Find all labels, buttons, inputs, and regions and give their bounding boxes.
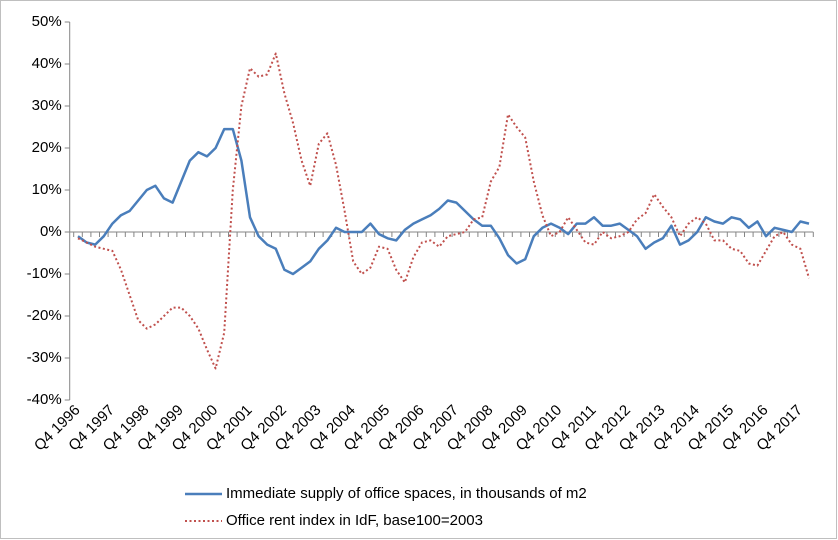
y-tick-label: 10% — [32, 181, 62, 198]
y-tick-label: 20% — [32, 139, 62, 156]
legend-label: Office rent index in IdF, base100=2003 — [226, 512, 483, 529]
legend-label: Immediate supply of office spaces, in th… — [226, 485, 587, 502]
series-line — [77, 52, 810, 370]
y-tick-label: 40% — [32, 55, 62, 72]
y-tick-label: 0% — [40, 223, 62, 240]
y-tick-label: -30% — [27, 349, 62, 366]
y-tick-label: 30% — [32, 97, 62, 114]
y-tick-label: -40% — [27, 391, 62, 408]
y-tick-label: -10% — [27, 265, 62, 282]
y-tick-label: -20% — [27, 307, 62, 324]
series-line — [77, 127, 810, 276]
y-tick-label: 50% — [32, 13, 62, 30]
